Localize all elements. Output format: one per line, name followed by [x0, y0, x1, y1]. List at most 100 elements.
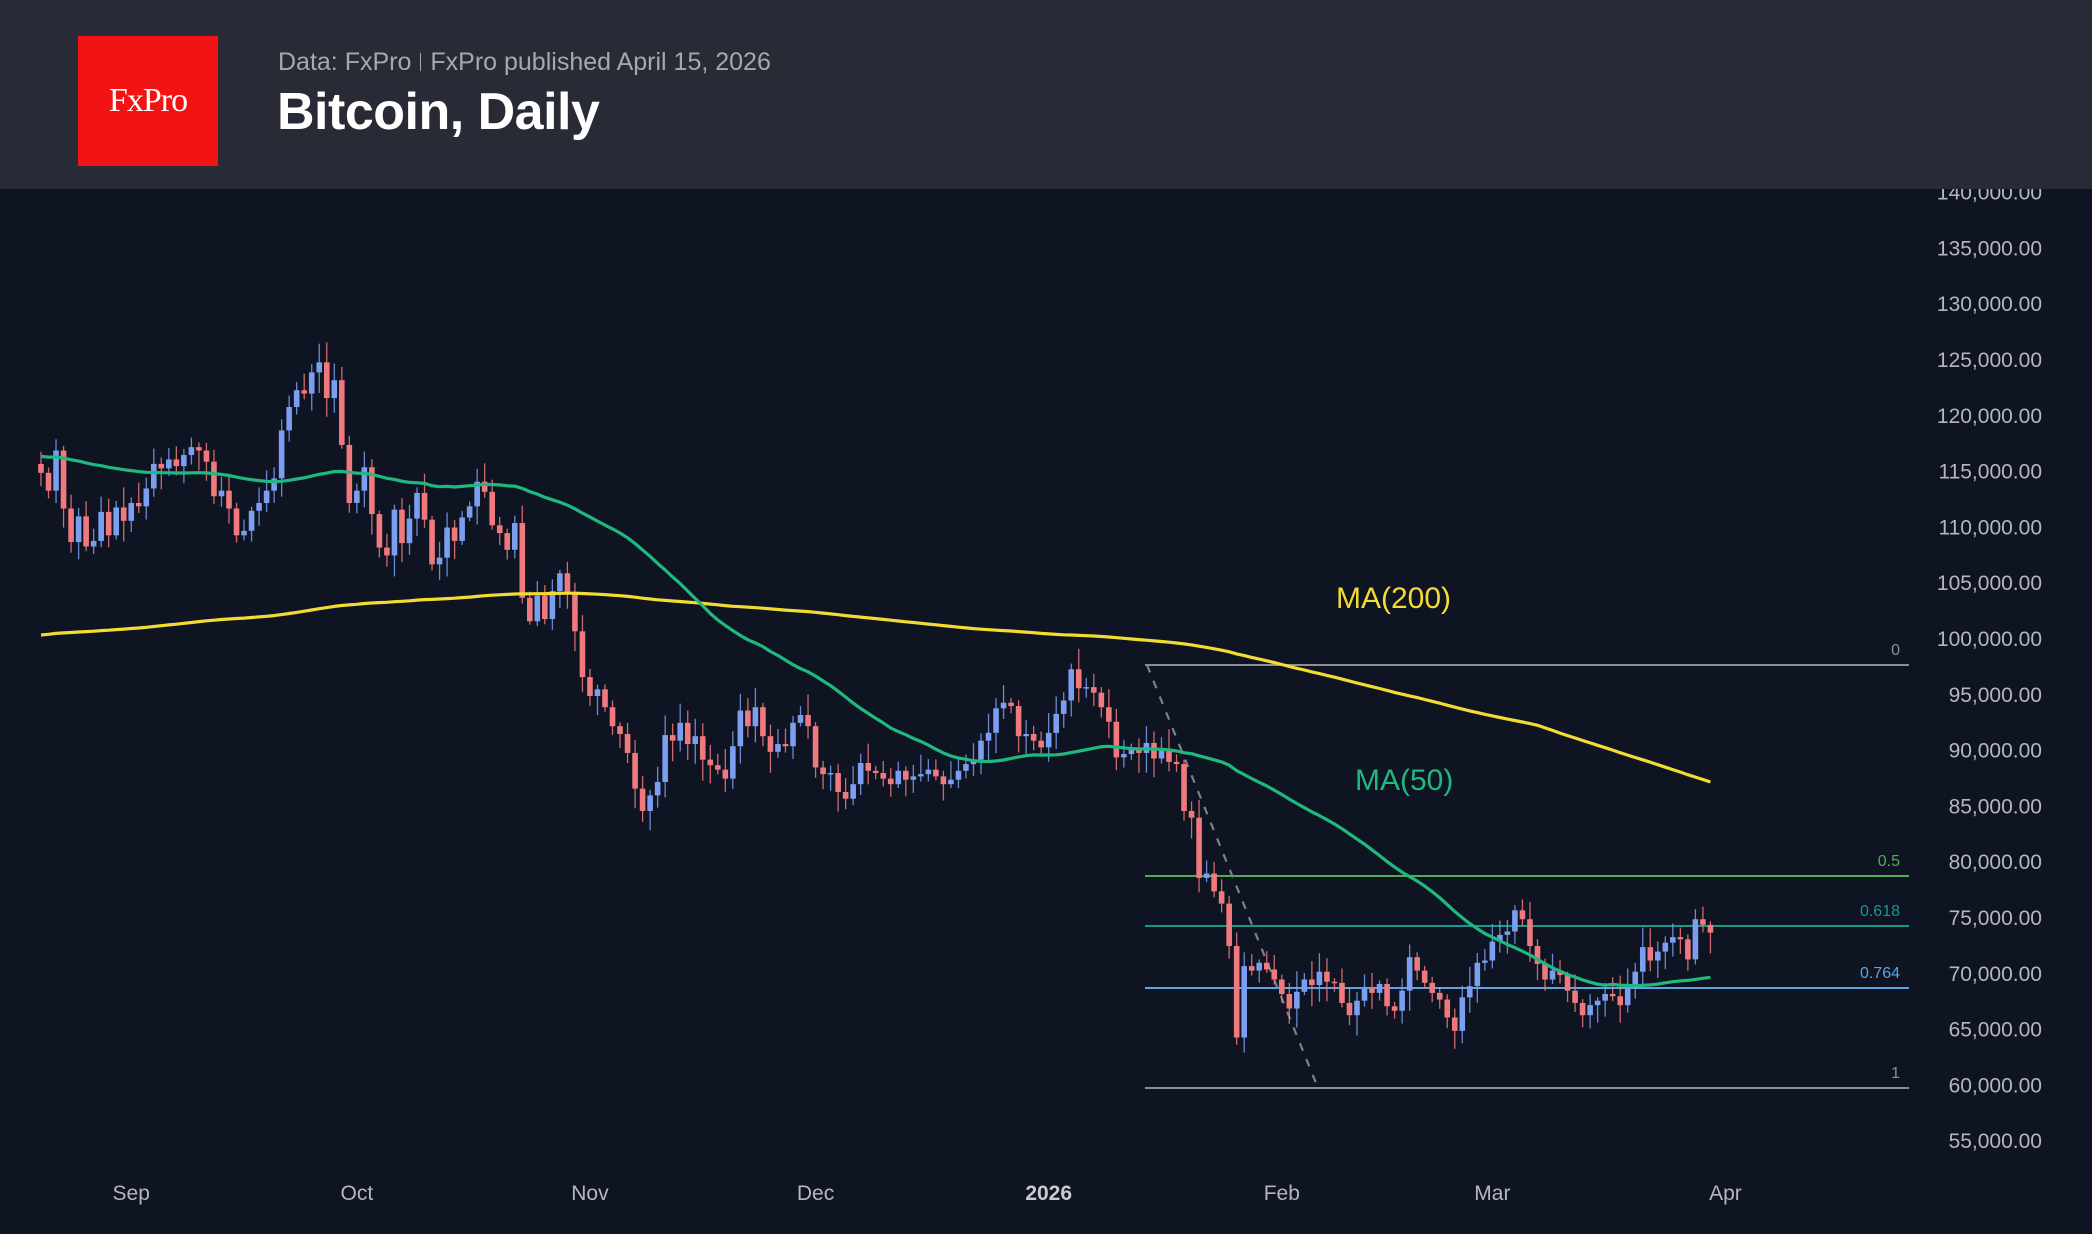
candle: [1594, 1000, 1601, 1006]
candle: [331, 380, 338, 399]
candle: [549, 591, 556, 620]
candle: [248, 510, 255, 531]
candle: [1399, 990, 1405, 1011]
candle: [1497, 934, 1503, 942]
candle: [865, 762, 871, 771]
candle: [654, 781, 661, 796]
candle: [489, 491, 495, 526]
price-axis[interactable]: 140,000.00135,000.00130,000.00125,000.00…: [1937, 182, 2042, 1154]
candle: [805, 715, 811, 727]
time-tick-label: Sep: [113, 1182, 150, 1205]
candle: [233, 508, 240, 536]
candle: [135, 502, 142, 507]
candle: [421, 492, 428, 520]
fib-level-label: 1: [1891, 1065, 1900, 1082]
candle: [1467, 986, 1473, 998]
candle: [354, 490, 360, 503]
price-tick-label: 85,000.00: [1949, 795, 2042, 818]
time-tick-label: Feb: [1264, 1182, 1300, 1205]
candle: [1128, 748, 1135, 755]
candle: [1331, 981, 1338, 984]
candle: [369, 467, 375, 515]
candle: [1301, 979, 1308, 992]
candle: [1068, 669, 1075, 701]
separator: [420, 53, 422, 71]
candle: [1632, 971, 1639, 989]
candle: [730, 746, 736, 779]
candle: [339, 380, 345, 445]
candle: [918, 774, 924, 777]
price-tick-label: 95,000.00: [1949, 684, 2042, 707]
candle: [790, 722, 796, 747]
ma50-label: MA(50): [1355, 764, 1453, 797]
candle: [1647, 947, 1654, 961]
time-tick-label: Mar: [1474, 1182, 1510, 1205]
candle: [196, 447, 202, 451]
price-tick-label: 135,000.00: [1937, 237, 2042, 260]
candle: [474, 481, 480, 507]
time-axis[interactable]: Sep Oct Nov Dec 2026 Feb Mar Apr: [113, 1182, 1742, 1205]
candle: [128, 502, 135, 521]
candle: [632, 752, 638, 789]
price-tick-label: 110,000.00: [1938, 516, 2042, 539]
candle: [895, 770, 902, 785]
candle: [587, 677, 593, 697]
candle: [639, 788, 646, 811]
chart-meta: Data: FxPro FxPro published April 15, 202…: [278, 48, 771, 77]
candle: [1474, 962, 1481, 987]
candle: [1662, 942, 1669, 952]
candle: [1113, 721, 1120, 758]
candle: [1406, 957, 1413, 991]
candle: [1324, 971, 1330, 982]
candle: [978, 740, 984, 760]
candle: [1196, 817, 1202, 878]
candle: [1286, 994, 1293, 1009]
candle: [1451, 1017, 1458, 1031]
candle: [1000, 702, 1007, 709]
candle: [60, 450, 67, 509]
data-source: Data: FxPro: [278, 48, 412, 76]
ma200-line: [40, 591, 1711, 784]
candle: [1188, 810, 1195, 818]
fibonacci-retracement: 0 0.5 0.618 0.764 1: [1145, 642, 1909, 1089]
candle: [797, 715, 804, 723]
candle: [173, 459, 180, 467]
candle: [1038, 740, 1044, 748]
candle: [1384, 983, 1390, 1007]
candle: [1376, 983, 1383, 993]
candle: [1075, 669, 1082, 689]
candle: [534, 595, 541, 622]
candle: [1151, 742, 1157, 759]
candle: [647, 795, 653, 811]
candle: [775, 744, 781, 752]
candle: [993, 708, 999, 733]
candle: [1444, 999, 1451, 1018]
candle: [715, 765, 721, 770]
candle: [903, 770, 909, 780]
candle: [887, 778, 894, 785]
candle: [211, 461, 217, 497]
moving-averages: MA(200) MA(50): [40, 454, 1711, 988]
price-tick-label: 90,000.00: [1949, 740, 2042, 763]
candle: [1587, 1005, 1593, 1016]
candle: [391, 509, 398, 556]
price-tick-label: 125,000.00: [1937, 349, 2042, 372]
candle: [301, 390, 307, 394]
candle: [1361, 988, 1368, 1001]
candle: [1083, 687, 1090, 689]
candle: [308, 372, 315, 394]
candle: [1670, 937, 1676, 943]
candle: [1091, 687, 1097, 693]
candlesticks: [38, 342, 1714, 1053]
candle: [572, 592, 578, 632]
candle: [782, 744, 789, 747]
candle: [1572, 990, 1578, 1003]
candle: [872, 770, 879, 774]
candle: [203, 450, 210, 462]
candle: [511, 523, 518, 550]
candle: [293, 390, 300, 407]
price-tick-label: 70,000.00: [1949, 963, 2042, 986]
candle: [120, 507, 127, 521]
candle: [1045, 732, 1052, 748]
